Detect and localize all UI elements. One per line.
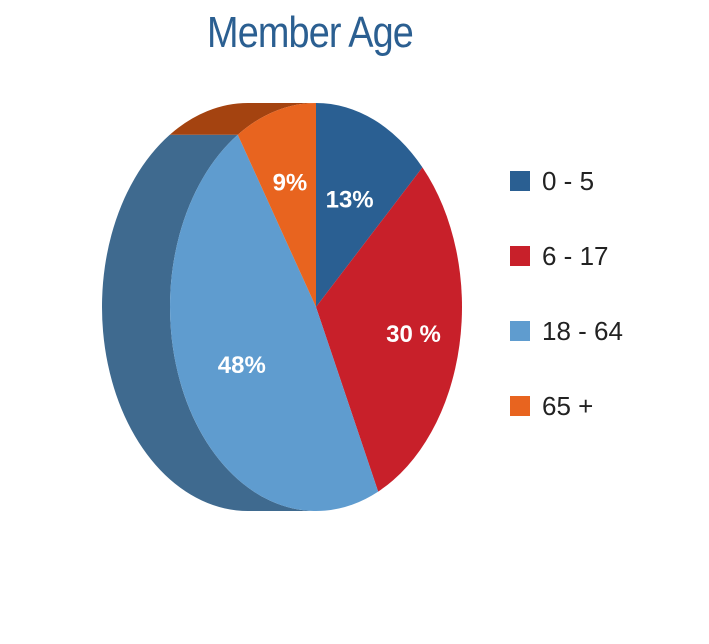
pie-labels: 13% 30 % 48% 9% [218, 170, 441, 379]
legend-label: 18 - 64 [542, 316, 623, 346]
pie-slice [316, 103, 423, 307]
chart-title: Member Age [207, 8, 414, 57]
pie-side-segment [101, 134, 316, 511]
pie-slice [169, 134, 379, 511]
legend-label: 6 - 17 [542, 241, 609, 271]
legend-swatch [510, 321, 530, 341]
slice-label: 13% [326, 186, 374, 213]
pie-slice [316, 167, 462, 492]
pie-depth [101, 103, 316, 511]
legend-label: 0 - 5 [542, 166, 595, 196]
pie-side-segment [169, 103, 316, 135]
pie-slices [169, 103, 462, 511]
legend-label: 65 + [542, 391, 594, 421]
slice-label: 30 % [386, 321, 441, 348]
legend-swatch [510, 396, 530, 416]
legend-swatch [510, 171, 530, 191]
slice-label: 48% [218, 352, 266, 379]
legend-swatch [510, 246, 530, 266]
slice-label: 9% [273, 170, 308, 197]
pie-slice [237, 103, 316, 307]
